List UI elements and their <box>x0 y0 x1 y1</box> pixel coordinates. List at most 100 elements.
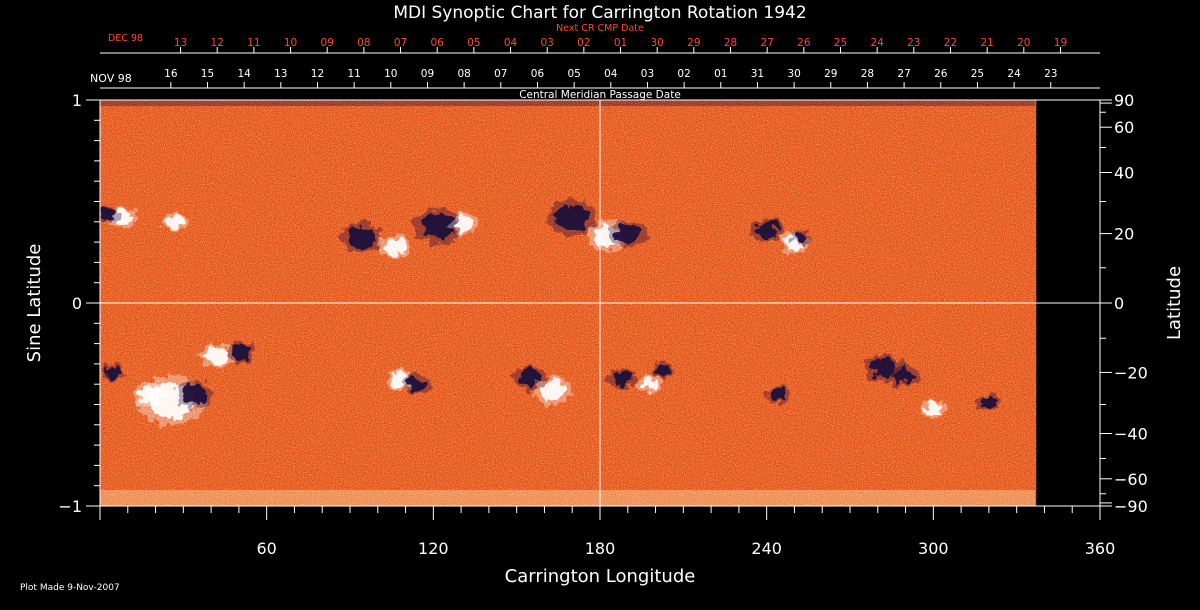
x-axis-ticks <box>99 506 1101 520</box>
x-tick-label: 300 <box>918 539 949 558</box>
date-label: 14 <box>237 68 251 80</box>
active-region <box>383 237 406 255</box>
active-region <box>166 215 184 229</box>
date-label: 29 <box>687 37 700 49</box>
date-label: 08 <box>357 37 370 49</box>
date-label: 28 <box>724 37 737 49</box>
next-cr-month-label: DEC 98 <box>108 33 143 44</box>
date-label: 12 <box>311 68 324 80</box>
date-label: 13 <box>274 68 287 80</box>
active-region <box>454 216 474 232</box>
active-region <box>205 346 228 365</box>
x-axis-label: Carrington Longitude <box>505 566 696 587</box>
date-label: 03 <box>541 37 554 49</box>
date-label: 03 <box>641 68 654 80</box>
y-left-tick-label: 1 <box>72 91 82 110</box>
x-tick-label: 60 <box>256 539 276 558</box>
date-label: 04 <box>604 68 618 80</box>
active-region <box>519 369 542 387</box>
active-region <box>555 204 590 231</box>
y-right-tick-label: 60 <box>1114 118 1134 137</box>
active-region <box>924 401 942 416</box>
x-tick-label: 180 <box>585 539 616 558</box>
date-label: 26 <box>797 37 811 49</box>
date-label: 07 <box>394 37 407 49</box>
x-axis-tick-labels: 60 120 180 240 300 360 <box>256 539 1115 558</box>
polar-band-north <box>100 100 1035 106</box>
date-label: 22 <box>944 37 957 49</box>
polar-band-south <box>100 490 1035 506</box>
y-left-tick-label: −1 <box>58 497 82 516</box>
active-region <box>895 368 916 384</box>
date-label: 31 <box>751 68 764 80</box>
x-tick-label: 240 <box>751 539 782 558</box>
date-label: 05 <box>467 37 480 49</box>
y-right-tick-label: −90 <box>1114 497 1148 516</box>
date-label: 12 <box>211 37 224 49</box>
date-label: 25 <box>834 37 847 49</box>
date-label: 11 <box>247 37 260 49</box>
next-cr-axis-label: Next CR CMP Date <box>556 23 644 34</box>
y-axis-left: −1 0 1 <box>58 91 100 516</box>
y-right-tick-label: 40 <box>1114 164 1134 183</box>
date-label: 02 <box>577 37 590 49</box>
date-label: 23 <box>907 37 920 49</box>
date-label: 02 <box>677 68 690 80</box>
date-label: 01 <box>614 37 627 49</box>
date-label: 06 <box>531 68 545 80</box>
active-region <box>106 366 121 378</box>
next-cr-axis-dates: 13 12 11 10 09 08 07 06 05 04 03 02 01 30 29 28 27 26 25 24… <box>174 37 1067 53</box>
date-label: 27 <box>760 37 773 49</box>
date-label: 29 <box>824 68 837 80</box>
active-region <box>406 376 427 392</box>
y-axis-label-left: Sine Latitude <box>24 244 45 363</box>
cmp-month-label: NOV 98 <box>90 72 132 85</box>
y-left-tick-label: 0 <box>72 294 82 313</box>
active-region <box>870 358 896 378</box>
y-axis-right: 90 60 40 20 0 −20 −40 −60 −90 <box>1099 91 1148 516</box>
y-axis-label-right: Latitude <box>1164 266 1185 340</box>
x-tick-label: 360 <box>1085 539 1116 558</box>
date-label: 01 <box>714 68 727 80</box>
date-label: 15 <box>201 68 214 80</box>
date-label: 21 <box>980 37 993 49</box>
date-label: 09 <box>321 37 334 49</box>
date-label: 07 <box>494 68 507 80</box>
active-region <box>138 385 162 404</box>
active-region <box>980 395 998 410</box>
active-region <box>793 232 807 244</box>
x-tick-label: 120 <box>418 539 449 558</box>
date-label: 27 <box>897 68 910 80</box>
active-region <box>231 344 252 360</box>
y-right-tick-label: −40 <box>1114 424 1148 443</box>
date-label: 04 <box>504 37 518 49</box>
date-label: 23 <box>1044 68 1057 80</box>
date-label: 13 <box>174 37 187 49</box>
y-right-tick-label: −60 <box>1114 470 1148 489</box>
chart-title: MDI Synoptic Chart for Carrington Rotati… <box>393 3 806 23</box>
date-label: 16 <box>164 68 178 80</box>
active-region <box>347 227 376 250</box>
active-region <box>755 221 778 239</box>
date-label: 25 <box>971 68 984 80</box>
date-label: 05 <box>567 68 580 80</box>
y-right-tick-label: 0 <box>1114 294 1124 313</box>
date-label: 09 <box>421 68 434 80</box>
date-label: 08 <box>457 68 470 80</box>
date-label: 10 <box>284 37 297 49</box>
cmp-axis-dates: 16 15 14 13 12 11 10 09 08 07 06 05 04 03 02 01 31 30 29 28… <box>164 68 1057 88</box>
date-label: 19 <box>1054 37 1067 49</box>
active-region <box>101 208 116 220</box>
date-label: 10 <box>384 68 397 80</box>
y-right-tick-label: 20 <box>1114 225 1134 244</box>
y-right-tick-label: 90 <box>1114 91 1134 110</box>
y-right-tick-label: −20 <box>1114 363 1148 382</box>
active-region <box>181 384 208 405</box>
active-region <box>540 380 566 401</box>
date-label: 28 <box>861 68 874 80</box>
active-region <box>656 364 671 376</box>
plot-made-footer: Plot Made 9-Nov-2007 <box>20 583 120 593</box>
active-region <box>615 224 641 244</box>
date-label: 06 <box>431 37 445 49</box>
active-region <box>422 212 456 240</box>
